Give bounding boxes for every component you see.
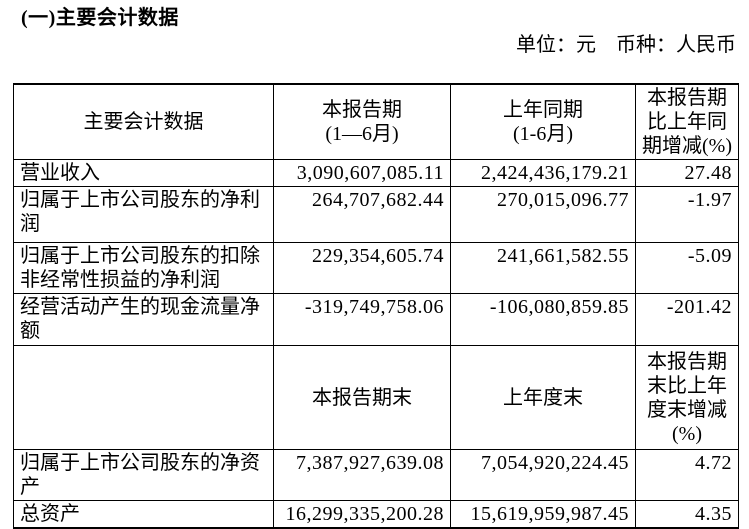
unit-currency-note: 单位：元 币种：人民币 bbox=[516, 34, 736, 56]
table-row-operating-cash-flow: 经营活动产生的现金流量净额 -319,749,758.06 -106,080,8… bbox=[13, 293, 739, 346]
row-label: 营业收入 bbox=[13, 159, 274, 187]
row-current-value: 3,090,607,085.11 bbox=[273, 159, 451, 187]
row-change-pct: -5.09 bbox=[635, 242, 739, 294]
row-change-pct: -201.42 bbox=[635, 293, 739, 346]
row-label: 归属于上市公司股东的净利润 bbox=[13, 186, 274, 243]
row-prior-value: 270,015,096.77 bbox=[450, 186, 636, 243]
row-prior-value: 2,424,436,179.21 bbox=[450, 159, 636, 187]
row-current-value: 16,299,335,200.28 bbox=[273, 500, 451, 529]
row-prior-value: 15,619,959,987.45 bbox=[450, 500, 636, 529]
row-prior-value: -106,080,859.85 bbox=[450, 293, 636, 346]
header-prior-year-period: 上年同期 (1-6月) bbox=[450, 83, 636, 160]
row-current-value: 264,707,682.44 bbox=[273, 186, 451, 243]
row-label: 归属于上市公司股东的扣除非经常性损益的净利润 bbox=[13, 242, 274, 294]
table-row-net-profit-excl-nonrecurring: 归属于上市公司股东的扣除非经常性损益的净利润 229,354,605.74 24… bbox=[13, 242, 739, 294]
table-row-net-assets: 归属于上市公司股东的净资产 7,387,927,639.08 7,054,920… bbox=[13, 449, 739, 501]
row-change-pct: -1.97 bbox=[635, 186, 739, 243]
table-row-operating-revenue: 营业收入 3,090,607,085.11 2,424,436,179.21 2… bbox=[13, 159, 739, 187]
table-header-row-period: 主要会计数据 本报告期 (1—6月) 上年同期 (1-6月) 本报告期 比上年同… bbox=[13, 83, 739, 160]
header-period-end-change-pct: 本报告期 末比上年 度末增减 (%) bbox=[635, 345, 739, 450]
table-header-row-period-end: 本报告期末 上年度末 本报告期 末比上年 度末增减 (%) bbox=[13, 345, 739, 450]
row-prior-value: 7,054,920,224.45 bbox=[450, 449, 636, 501]
row-change-pct: 4.35 bbox=[635, 500, 739, 529]
section-title: (一)主要会计数据 bbox=[21, 7, 179, 29]
row-change-pct: 4.72 bbox=[635, 449, 739, 501]
row-change-pct: 27.48 bbox=[635, 159, 739, 187]
header-current-period: 本报告期 (1—6月) bbox=[273, 83, 451, 160]
row-current-value: 229,354,605.74 bbox=[273, 242, 451, 294]
row-prior-value: 241,661,582.55 bbox=[450, 242, 636, 294]
row-current-value: -319,749,758.06 bbox=[273, 293, 451, 346]
table-row-total-assets: 总资产 16,299,335,200.28 15,619,959,987.45 … bbox=[13, 500, 739, 529]
row-label: 经营活动产生的现金流量净额 bbox=[13, 293, 274, 346]
header-current-period-end: 本报告期末 bbox=[273, 345, 451, 450]
row-label: 总资产 bbox=[13, 500, 274, 529]
header-prior-year-end: 上年度末 bbox=[450, 345, 636, 450]
header-main-accounting-data: 主要会计数据 bbox=[13, 83, 274, 160]
table-row-net-profit: 归属于上市公司股东的净利润 264,707,682.44 270,015,096… bbox=[13, 186, 739, 243]
header-period-change-pct: 本报告期 比上年同 期增减(%) bbox=[635, 83, 739, 160]
row-label: 归属于上市公司股东的净资产 bbox=[13, 449, 274, 501]
row-current-value: 7,387,927,639.08 bbox=[273, 449, 451, 501]
key-accounting-data-table: 主要会计数据 本报告期 (1—6月) 上年同期 (1-6月) 本报告期 比上年同… bbox=[13, 83, 739, 529]
header-empty-cell bbox=[13, 345, 274, 450]
